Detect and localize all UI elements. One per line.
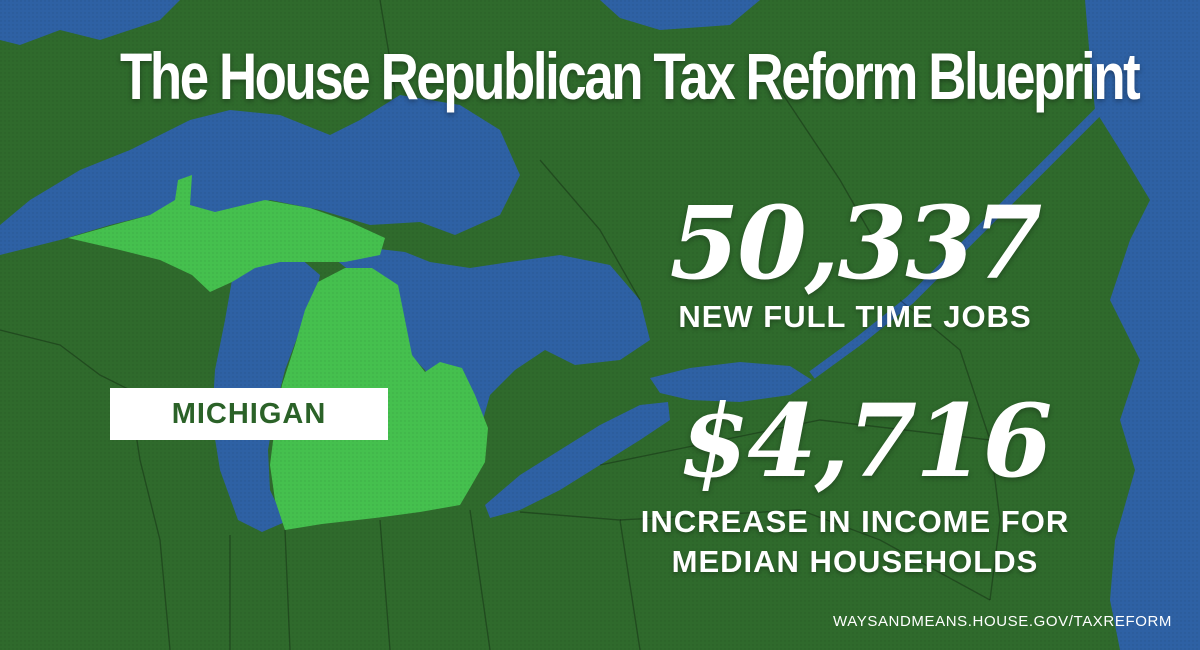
income-label-line1: INCREASE IN INCOME FOR xyxy=(640,504,1070,539)
page-title: The House Republican Tax Reform Blueprin… xyxy=(120,39,1141,113)
state-name: MICHIGAN xyxy=(171,397,327,430)
jobs-value: 50,337 xyxy=(669,184,1043,302)
income-label: INCREASE IN INCOME FOR MEDIAN HOUSEHOLDS xyxy=(560,502,1150,582)
jobs-label: NEW FULL TIME JOBS xyxy=(678,299,1032,334)
income-label-line2: MEDIAN HOUSEHOLDS xyxy=(671,544,1039,579)
source-url[interactable]: WAYSANDMEANS.HOUSE.GOV/TAXREFORM xyxy=(833,613,1172,630)
state-label-box: MICHIGAN xyxy=(110,388,388,440)
income-value: $4,716 xyxy=(679,382,1053,500)
